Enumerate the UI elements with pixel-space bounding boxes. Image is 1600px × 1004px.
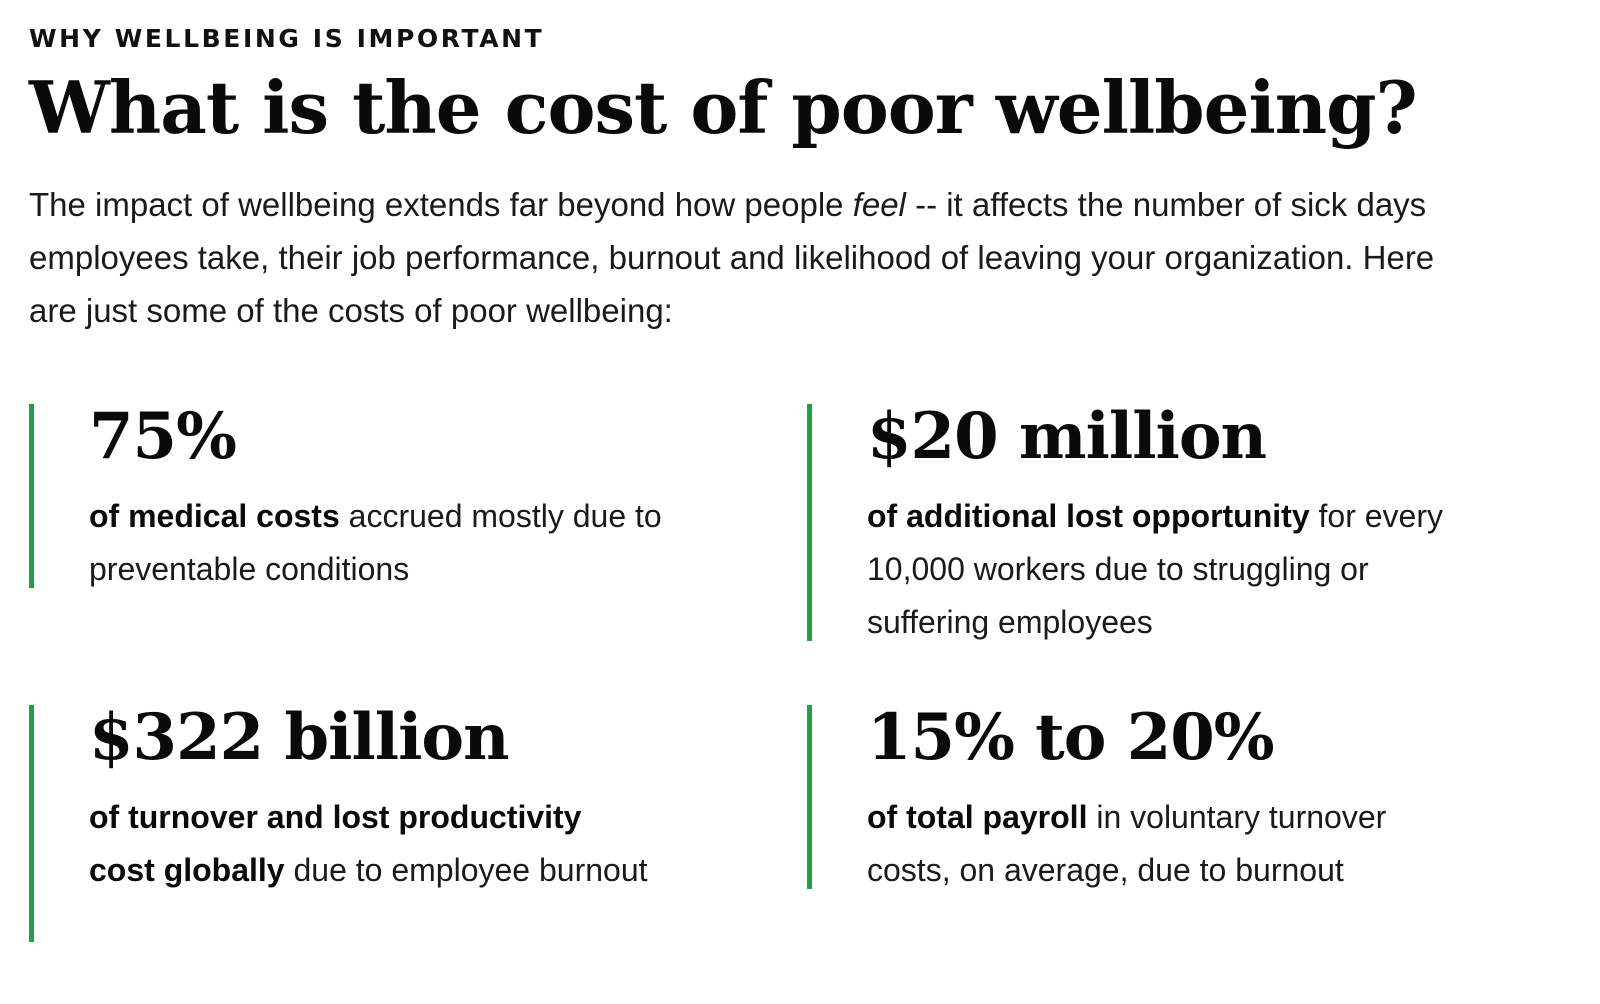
stat-description: of total payroll in voluntary turnover c… (867, 791, 1427, 897)
stat-description: of additional lost opportunity for every… (867, 490, 1457, 649)
intro-emphasis: feel (852, 186, 906, 223)
stat-description-bold: of turnover and lost productivity cost g… (89, 799, 582, 888)
stat-description-rest: for every 10,000 workers due to struggli… (867, 498, 1443, 640)
intro-paragraph: The impact of wellbeing extends far beyo… (29, 178, 1449, 337)
stat-description: of turnover and lost productivity cost g… (89, 791, 649, 897)
stat-lost-opportunity: $20 million of additional lost opportuni… (807, 399, 1547, 641)
stat-description-bold: of medical costs (89, 498, 340, 534)
stat-description: of medical costs accrued mostly due to p… (89, 490, 669, 596)
stat-payroll-turnover: 15% to 20% of total payroll in voluntary… (807, 700, 1547, 889)
stat-value: 15% to 20% (867, 700, 1275, 775)
stat-description-rest: accrued mostly due to preventable condit… (89, 498, 662, 587)
stat-value: 75% (89, 399, 237, 474)
stat-value: $322 billion (89, 700, 510, 775)
wellbeing-cost-section: WHY WELLBEING IS IMPORTANT What is the c… (29, 24, 1569, 942)
stat-turnover-cost: $322 billion of turnover and lost produc… (29, 700, 729, 942)
stat-description-rest: due to employee burnout (284, 852, 648, 888)
stat-description-rest: in voluntary turnover costs, on average,… (867, 799, 1387, 888)
intro-text-start: The impact of wellbeing extends far beyo… (29, 186, 853, 223)
intro-text-end: -- it affects the number of sick days em… (29, 186, 1435, 329)
page-title: What is the cost of poor wellbeing? (29, 65, 1418, 150)
section-eyebrow: WHY WELLBEING IS IMPORTANT (29, 24, 545, 53)
stat-medical-costs: 75% of medical costs accrued mostly due … (29, 399, 729, 588)
stat-description-bold: of additional lost opportunity (867, 498, 1310, 534)
stat-description-bold: of total payroll (867, 799, 1088, 835)
stat-value: $20 million (867, 399, 1267, 474)
